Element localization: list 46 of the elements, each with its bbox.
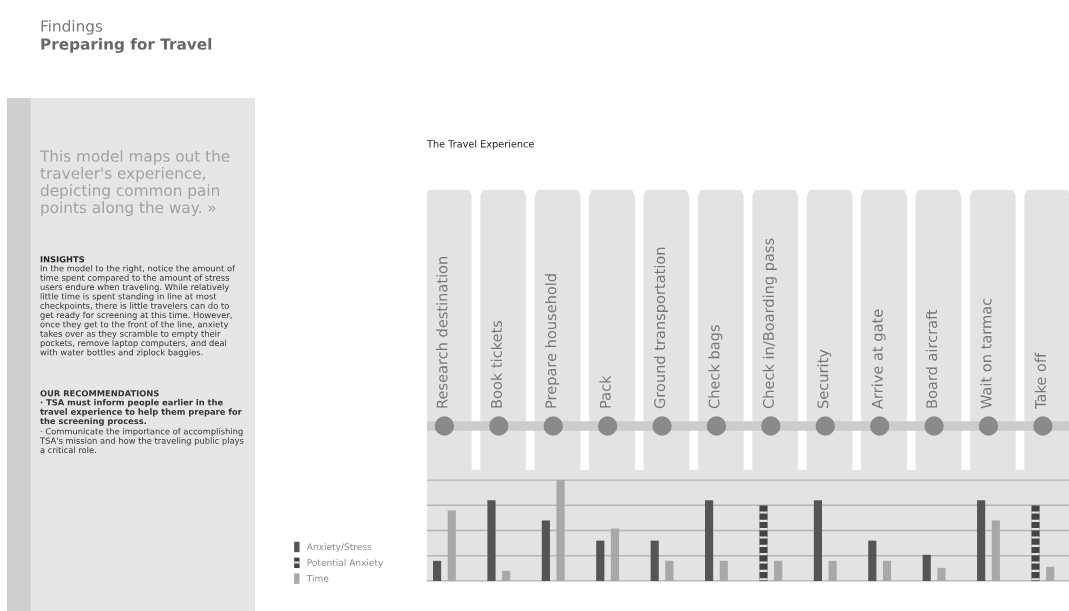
bar	[774, 560, 783, 581]
bar	[922, 554, 931, 581]
legend-label: Time	[306, 574, 329, 582]
bar	[596, 540, 605, 581]
text: This model maps out the traveler's experience, depicting common pain points along the way. »	[39, 150, 230, 217]
text: In the model to the right, notice the amount of time spent compared to the amount of stress users endure when traveling. While relatively little time is spent standing in line at most checkpoints, there is little travelers can do to get ready for screening at this time. However, once they get to the front of the line, anxiety takes over as they scramble to empty their pockets, remove laptop computers, and deal with water bottles and ziplock baggies.	[40, 265, 236, 358]
chart-title: The Travel Experience	[426, 140, 534, 150]
text: · TSA must inform people earlier in the travel experience to help them prepare for the screening process.	[40, 399, 242, 426]
bar	[487, 500, 496, 581]
text: · Communicate the importance of accomplishing TSA's mission and how the traveling public plays a critical role.	[39, 428, 244, 454]
bar	[610, 528, 620, 581]
x-tick-label: Prepare household	[545, 274, 560, 408]
legend-label: Anxiety/Stress	[306, 543, 372, 552]
bar	[705, 500, 714, 581]
x-tick-label: Book tickets	[490, 320, 502, 408]
text: OUR RECOMMENDATIONS	[40, 390, 159, 397]
bar	[868, 540, 877, 581]
x-tick-label: Security	[817, 349, 832, 409]
text: Findings	[41, 20, 103, 35]
bar	[432, 560, 442, 581]
bar	[502, 570, 511, 581]
bar	[447, 510, 456, 581]
bar	[937, 567, 946, 581]
text: Preparing for Travel	[41, 38, 212, 53]
legend-label: Potential Anxiety	[307, 558, 384, 568]
bar	[541, 520, 550, 581]
bar	[977, 500, 986, 581]
x-tick-label: Research destination	[436, 257, 448, 408]
x-tick-label: Wait on tarmac	[980, 298, 992, 409]
bar	[650, 540, 659, 581]
bar	[719, 560, 728, 581]
bar	[991, 520, 1000, 581]
bar	[813, 500, 822, 581]
bar	[665, 560, 674, 581]
x-tick-label: Ground transportation	[653, 247, 669, 409]
bar	[882, 560, 892, 581]
bar	[828, 560, 837, 581]
bar	[1046, 566, 1055, 581]
bar	[556, 480, 565, 581]
x-tick-label: Board aircraft	[925, 309, 938, 408]
x-tick-label: Take off	[1034, 352, 1047, 410]
x-tick-label: Arrive at gate	[871, 309, 886, 409]
text: INSIGHTS	[40, 256, 85, 263]
x-tick-label: Check bags	[708, 325, 723, 409]
x-tick-label: Check in/Boarding pass	[762, 238, 777, 409]
x-tick-label: Pack	[599, 375, 611, 408]
